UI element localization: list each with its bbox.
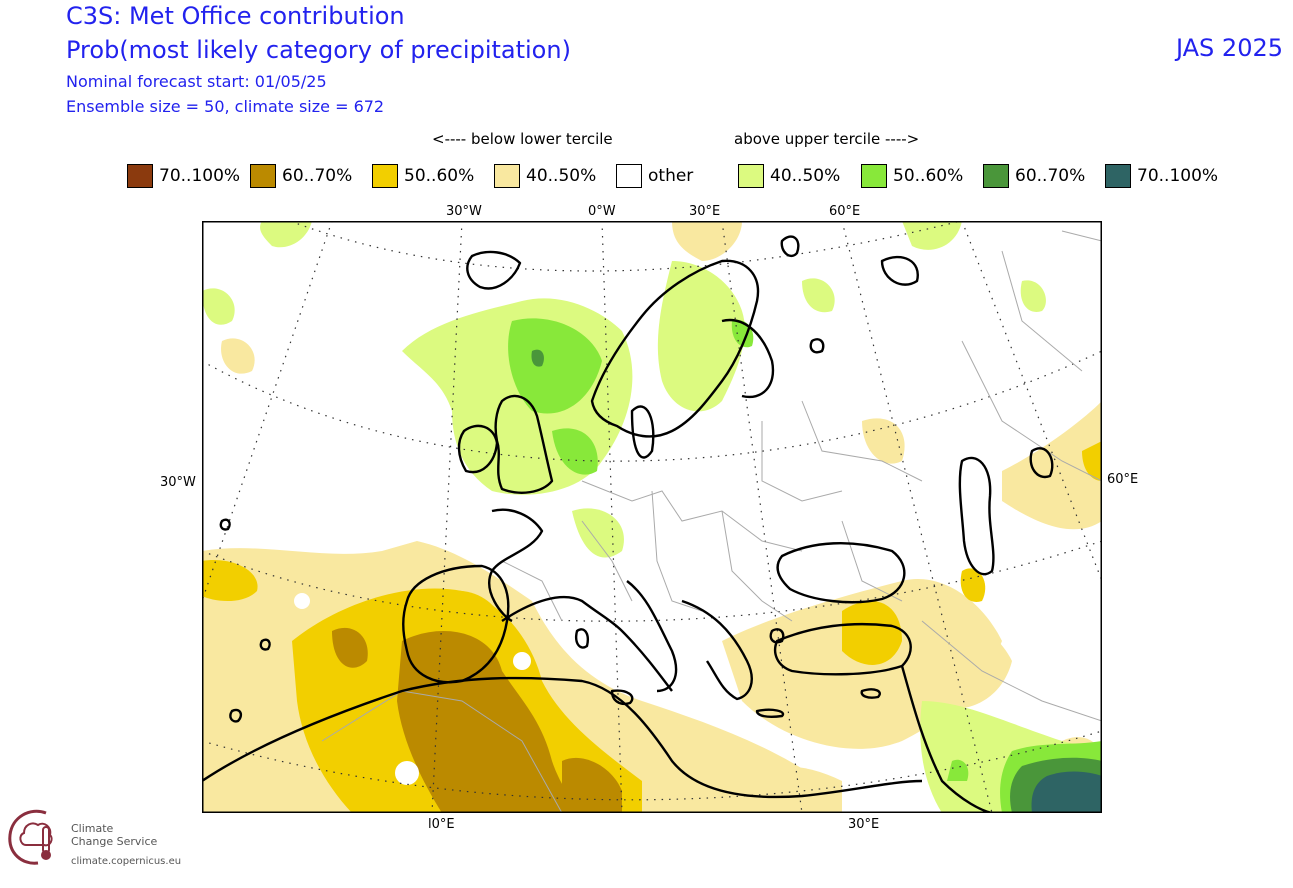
copernicus-logo: Climate Change Service climate.copernicu…: [6, 805, 186, 875]
top-lon-label: 60°E: [829, 204, 861, 219]
legend-label: 50..60%: [404, 166, 475, 186]
logo-url: climate.copernicus.eu: [71, 856, 182, 867]
legend-swatch: [616, 164, 642, 188]
map-subtitle: Prob(most likely category of precipitati…: [66, 36, 571, 64]
coastlines: [202, 235, 1054, 813]
top-lon-label: 30°W: [446, 204, 482, 219]
legend-swatch: [494, 164, 520, 188]
legend-label: other: [648, 166, 694, 186]
graticule: [202, 221, 1102, 813]
bottom-lon-label: 30°E: [848, 817, 880, 832]
ensemble-size: Ensemble size = 50, climate size = 672: [66, 97, 385, 116]
map-title: C3S: Met Office contribution: [66, 2, 405, 30]
bottom-lon-label: l0°E: [428, 817, 455, 832]
forecast-start: Nominal forecast start: 01/05/25: [66, 72, 327, 91]
legend-label: 60..70%: [1015, 166, 1086, 186]
country-borders: [321, 230, 1102, 813]
legend-label: 60..70%: [282, 166, 353, 186]
season-label: JAS 2025: [1175, 34, 1283, 62]
logo-line-2: Change Service: [71, 835, 158, 848]
legend-label: 40..50%: [526, 166, 597, 186]
legend-swatch: [738, 164, 764, 188]
logo-line-1: Climate: [71, 822, 114, 835]
right-lon-label: 60°E: [1107, 472, 1139, 487]
europe-map: [202, 221, 1102, 813]
above-tercile-label: above upper tercile ---->: [734, 130, 920, 148]
legend-label: 70..100%: [159, 166, 241, 186]
legend-swatch: [127, 164, 153, 188]
legend-swatch: [861, 164, 887, 188]
legend-swatch: [1105, 164, 1131, 188]
legend-swatch: [372, 164, 398, 188]
above-70-100-regions: [1031, 771, 1102, 813]
below-tercile-label: <---- below lower tercile: [432, 130, 613, 148]
left-lon-label: 30°W: [160, 475, 196, 490]
top-lon-label: 30°E: [689, 204, 721, 219]
legend-swatch: [983, 164, 1009, 188]
legend-label: 70..100%: [1137, 166, 1219, 186]
thermometer-logo-icon: [8, 809, 53, 865]
below-60-70-regions: [332, 627, 622, 813]
legend-label: 50..60%: [893, 166, 964, 186]
top-lon-label: 0°W: [588, 204, 616, 219]
legend-label: 40..50%: [770, 166, 841, 186]
legend-swatch: [250, 164, 276, 188]
other-regions: [294, 407, 656, 785]
map-frame: [202, 221, 1102, 813]
